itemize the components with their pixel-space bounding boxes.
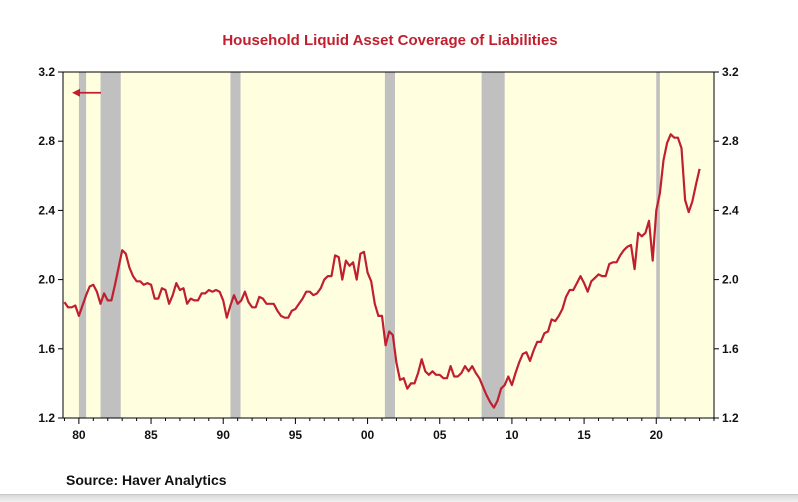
source-note: Source: Haver Analytics	[66, 472, 227, 488]
x-tick-label: 85	[144, 428, 158, 442]
y-tick-label-right: 1.2	[722, 411, 739, 425]
x-tick-label: 00	[361, 428, 375, 442]
x-tick-label: 05	[433, 428, 447, 442]
recession-band	[78, 72, 87, 418]
recession-bands	[78, 72, 660, 418]
y-tick-label-right: 2.8	[722, 134, 739, 148]
x-tick-label: 90	[217, 428, 231, 442]
y-tick-label-right: 2.4	[722, 203, 739, 217]
recession-band	[481, 72, 505, 418]
recession-band	[384, 72, 395, 418]
y-tick-label-left: 2.4	[38, 203, 55, 217]
axes: 1.2 1.2 1.6 1.6 2.0 2.0 2.4 2.4 2.8 2.8 3.2 3.2 80 85…	[38, 65, 739, 442]
y-tick-label-left: 3.2	[38, 65, 55, 79]
window-scrollbar[interactable]	[0, 494, 798, 502]
indicator-arrow-head	[72, 88, 80, 97]
axis-indicator	[72, 88, 101, 97]
x-tick-label: 15	[577, 428, 591, 442]
recession-band	[230, 72, 241, 418]
x-tick-label: 10	[505, 428, 519, 442]
y-tick-label-left: 1.6	[38, 342, 55, 356]
y-tick-label-left: 2.0	[38, 273, 55, 287]
y-tick-label-right: 3.2	[722, 65, 739, 79]
recession-band	[100, 72, 121, 418]
x-tick-label: 20	[650, 428, 664, 442]
series-line	[63, 133, 701, 409]
x-tick-label: 80	[72, 428, 86, 442]
plot-frame	[62, 71, 715, 419]
recession-band	[656, 72, 660, 418]
x-tick-label: 95	[289, 428, 303, 442]
y-tick-label-right: 2.0	[722, 273, 739, 287]
series-layer	[63, 133, 701, 409]
y-tick-label-left: 2.8	[38, 134, 55, 148]
y-tick-label-right: 1.6	[722, 342, 739, 356]
y-tick-label-left: 1.2	[38, 411, 55, 425]
chart-title: Household Liquid Asset Coverage of Liabi…	[222, 32, 557, 49]
